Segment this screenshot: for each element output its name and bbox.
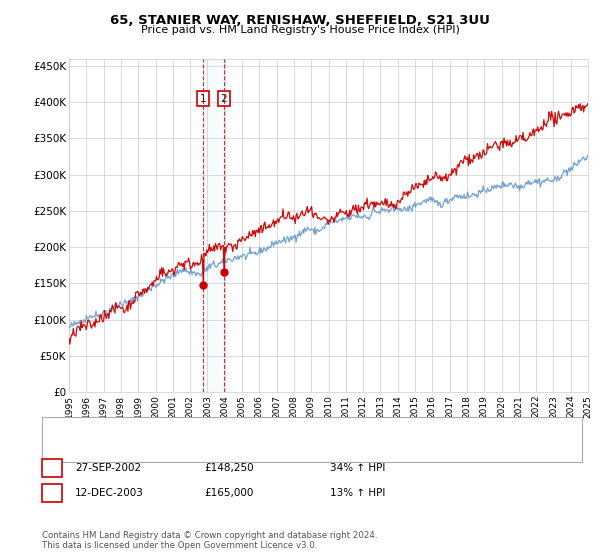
Text: 34% ↑ HPI: 34% ↑ HPI [330, 463, 385, 473]
Text: 12-DEC-2003: 12-DEC-2003 [75, 488, 144, 498]
Text: £165,000: £165,000 [204, 488, 253, 498]
Text: 2: 2 [49, 488, 55, 498]
Text: HPI: Average price, detached house, North East Derbyshire: HPI: Average price, detached house, Nort… [81, 445, 370, 455]
Text: 27-SEP-2002: 27-SEP-2002 [75, 463, 141, 473]
Text: Price paid vs. HM Land Registry's House Price Index (HPI): Price paid vs. HM Land Registry's House … [140, 25, 460, 35]
Text: —: — [54, 422, 70, 437]
Text: —: — [54, 442, 70, 457]
Text: 13% ↑ HPI: 13% ↑ HPI [330, 488, 385, 498]
Text: 65, STANIER WAY, RENISHAW, SHEFFIELD, S21 3UU (detached house): 65, STANIER WAY, RENISHAW, SHEFFIELD, S2… [81, 424, 420, 435]
Text: 65, STANIER WAY, RENISHAW, SHEFFIELD, S21 3UU: 65, STANIER WAY, RENISHAW, SHEFFIELD, S2… [110, 14, 490, 27]
Bar [203, 59, 224, 392]
Text: 1: 1 [200, 94, 206, 104]
Text: 2: 2 [221, 94, 227, 104]
Text: £148,250: £148,250 [204, 463, 254, 473]
Text: Contains HM Land Registry data © Crown copyright and database right 2024.
This d: Contains HM Land Registry data © Crown c… [42, 530, 377, 550]
Text: 1: 1 [49, 463, 55, 473]
